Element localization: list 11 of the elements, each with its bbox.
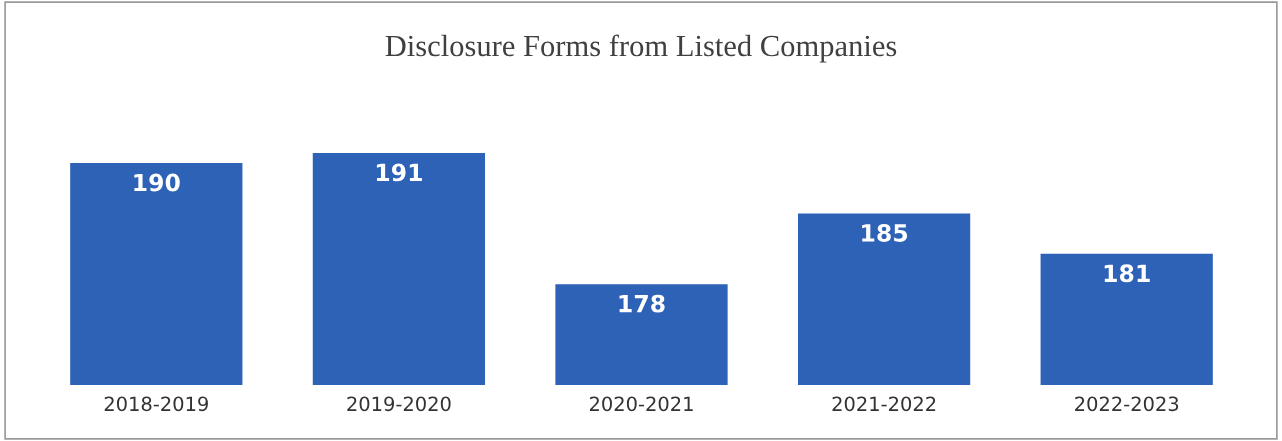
chart-title: Disclosure Forms from Listed Companies	[385, 34, 897, 63]
data-label: 185	[862, 224, 908, 242]
x-tick-label: 2018-2019	[104, 396, 208, 412]
x-tick-label: 2022-2023	[1075, 396, 1179, 412]
data-label: 190	[134, 173, 180, 192]
data-label: 178	[619, 294, 665, 313]
x-tick-label: 2021-2022	[832, 396, 936, 412]
x-tick-label: 2020-2021	[589, 396, 693, 412]
data-label: 191	[376, 163, 422, 182]
data-label: 181	[1104, 264, 1150, 283]
x-tick-label: 2019-2020	[347, 396, 451, 412]
